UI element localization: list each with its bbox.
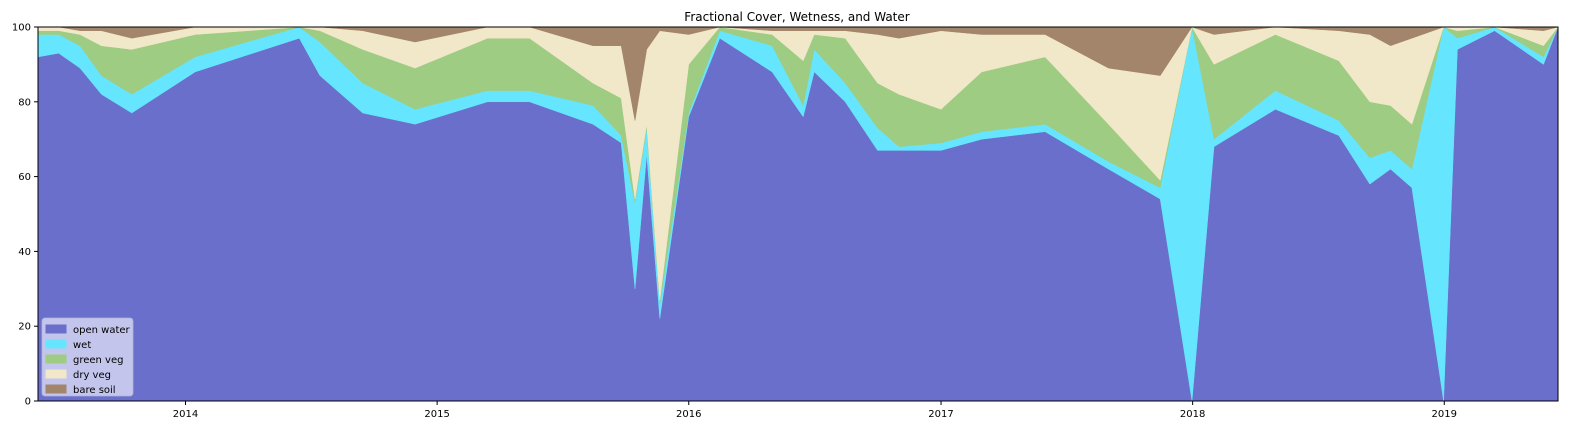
y-tick-label: 0 xyxy=(25,397,31,408)
plot-area xyxy=(37,26,1559,402)
legend: open water wet green veg dry veg bare soil xyxy=(41,317,134,397)
x-tick-label: 2015 xyxy=(424,409,449,420)
legend-swatch xyxy=(45,324,67,334)
y-tick-label: 60 xyxy=(18,172,31,183)
legend-swatch xyxy=(45,354,67,364)
x-tick-label: 2014 xyxy=(173,409,198,420)
legend-label: wet xyxy=(73,340,91,351)
y-axis: 0 20 40 60 80 100 xyxy=(12,23,38,408)
y-tick-label: 80 xyxy=(18,97,31,108)
legend-label: bare soil xyxy=(73,385,116,396)
y-tick-label: 20 xyxy=(18,322,31,333)
legend-label: dry veg xyxy=(73,370,111,381)
legend-swatch xyxy=(45,339,67,349)
x-tick-label: 2019 xyxy=(1432,409,1457,420)
x-tick-label: 2018 xyxy=(1180,409,1205,420)
legend-swatch xyxy=(45,369,67,379)
legend-label: open water xyxy=(73,325,131,336)
x-tick-label: 2016 xyxy=(676,409,701,420)
x-tick-label: 2017 xyxy=(928,409,953,420)
y-tick-label: 40 xyxy=(18,247,31,258)
plot-frame xyxy=(37,26,1559,402)
x-axis: 2014 2015 2016 2017 2018 2019 xyxy=(173,401,1457,420)
chart-title: Fractional Cover, Wetness, and Water xyxy=(684,10,909,24)
legend-swatch xyxy=(45,384,67,394)
y-tick-label: 100 xyxy=(12,23,31,34)
legend-label: green veg xyxy=(73,355,123,366)
